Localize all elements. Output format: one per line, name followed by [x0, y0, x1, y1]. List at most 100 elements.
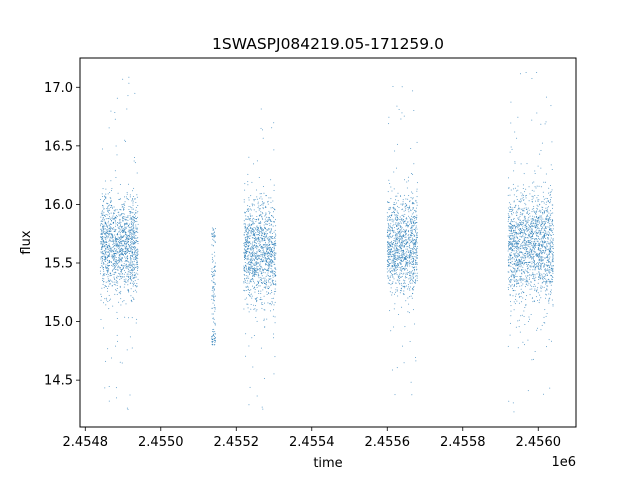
- data-point: [115, 387, 117, 389]
- data-point: [130, 221, 132, 223]
- data-point: [401, 243, 403, 245]
- data-point: [401, 256, 403, 258]
- data-point: [246, 231, 248, 233]
- data-point: [526, 229, 528, 231]
- data-point: [255, 257, 257, 259]
- data-point: [412, 173, 414, 175]
- data-point: [260, 292, 262, 294]
- data-point: [402, 345, 404, 347]
- data-point: [123, 279, 125, 281]
- data-point: [128, 76, 130, 78]
- data-point: [508, 214, 510, 216]
- data-point: [406, 272, 408, 274]
- data-point: [125, 281, 127, 283]
- data-point: [113, 242, 115, 244]
- data-point: [403, 272, 405, 274]
- data-point: [260, 213, 262, 215]
- data-point: [399, 239, 401, 241]
- data-point: [405, 258, 407, 260]
- data-point: [244, 189, 246, 191]
- data-point: [543, 210, 545, 212]
- data-point: [267, 239, 269, 241]
- data-point: [109, 239, 111, 241]
- data-point: [395, 272, 397, 274]
- data-point: [401, 86, 403, 88]
- data-point: [523, 260, 525, 262]
- data-point: [124, 252, 126, 254]
- data-point: [260, 237, 262, 239]
- data-point: [413, 203, 415, 205]
- data-point: [408, 234, 410, 236]
- data-point: [267, 245, 269, 247]
- data-point: [544, 246, 546, 248]
- data-point: [408, 303, 410, 305]
- data-point: [390, 287, 392, 289]
- data-point: [124, 251, 125, 253]
- data-point: [269, 248, 271, 250]
- data-point: [526, 247, 528, 249]
- data-point: [102, 253, 104, 255]
- data-point: [253, 241, 255, 243]
- data-point: [398, 219, 400, 221]
- data-point: [408, 288, 410, 290]
- data-point: [539, 261, 541, 263]
- data-point: [133, 218, 135, 220]
- data-point: [119, 286, 121, 288]
- data-point: [274, 255, 276, 257]
- data-point: [405, 300, 407, 302]
- data-point: [411, 226, 413, 228]
- data-point: [397, 240, 399, 242]
- data-point: [136, 318, 138, 320]
- data-point: [524, 244, 526, 246]
- data-point: [253, 163, 255, 165]
- data-point: [272, 272, 274, 274]
- data-point: [268, 268, 270, 270]
- data-point: [527, 222, 529, 224]
- data-point: [258, 277, 260, 279]
- data-point: [136, 212, 138, 214]
- data-point: [246, 259, 248, 261]
- data-point: [265, 245, 267, 247]
- data-point: [509, 223, 511, 225]
- data-point: [258, 268, 260, 270]
- data-point: [509, 234, 511, 236]
- data-point: [214, 255, 216, 257]
- data-point: [256, 230, 258, 232]
- data-point: [523, 247, 525, 249]
- data-point: [135, 228, 137, 230]
- data-point: [262, 185, 264, 187]
- data-point: [551, 260, 553, 262]
- data-point: [247, 286, 249, 288]
- data-point: [249, 243, 251, 245]
- data-point: [121, 273, 123, 275]
- data-point: [265, 205, 267, 207]
- data-point: [548, 339, 550, 341]
- data-point: [267, 270, 269, 272]
- data-point: [259, 270, 261, 272]
- data-point: [271, 255, 273, 257]
- data-point: [511, 237, 513, 239]
- data-point: [402, 286, 404, 288]
- data-point: [256, 297, 258, 299]
- data-point: [396, 232, 398, 234]
- data-point: [400, 219, 402, 221]
- data-point: [135, 215, 137, 217]
- data-point: [108, 283, 110, 285]
- data-point: [273, 337, 275, 339]
- data-point: [136, 194, 138, 196]
- data-point: [523, 244, 525, 246]
- data-point: [533, 283, 535, 285]
- data-point: [409, 271, 411, 273]
- data-point: [415, 199, 417, 201]
- data-point: [246, 240, 248, 242]
- data-point: [213, 331, 215, 333]
- data-point: [271, 302, 273, 304]
- data-point: [408, 243, 410, 245]
- data-point: [261, 204, 263, 206]
- data-point: [536, 197, 538, 199]
- data-point: [100, 229, 102, 231]
- data-point: [406, 262, 408, 264]
- data-point: [517, 263, 519, 265]
- data-point: [115, 397, 117, 399]
- data-point: [416, 141, 418, 143]
